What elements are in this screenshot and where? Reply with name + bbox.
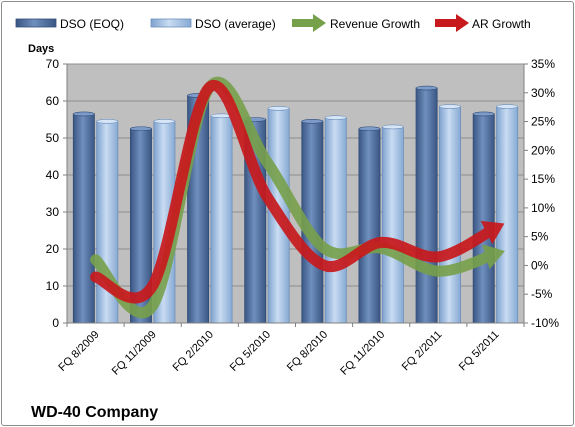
- bar-dso-average: [496, 104, 519, 324]
- x-tick-label: FQ 11/2009: [110, 329, 159, 378]
- x-tick-label: FQ 5/2010: [228, 329, 273, 374]
- bar-dso-eoq: [72, 111, 95, 324]
- legend-label-dso-eoq: DSO (EOQ): [60, 17, 124, 31]
- y-tick-label: 0: [52, 316, 59, 330]
- legend-arrow-ar-growth: [435, 14, 469, 32]
- y-tick-label: 70: [46, 57, 60, 71]
- legend-item-ar-growth: AR Growth: [435, 14, 531, 32]
- arrowhead-revenue-growth: [482, 244, 505, 270]
- x-axis-ticks: FQ 8/2009 FQ 11/2009 FQ 2/2010 FQ 5/2010 FQ …: [56, 323, 525, 378]
- x-tick-label: FQ 8/2010: [285, 329, 330, 374]
- y-axis-title: Days: [28, 43, 54, 55]
- line-revenue-growth: [90, 76, 505, 319]
- y-tick-label: 10: [46, 279, 60, 293]
- y2-tick-label: 25%: [531, 115, 555, 129]
- x-tick-label: FQ 8/2009: [56, 329, 101, 374]
- x-tick-label: FQ 5/2011: [457, 329, 502, 374]
- y-tick-label: 40: [46, 168, 60, 182]
- y2-tick-label: 30%: [531, 86, 555, 100]
- chart-title: WD-40 Company: [31, 404, 158, 421]
- bar-dso-average: [439, 104, 461, 324]
- y2-tick-label: -5%: [531, 287, 553, 301]
- bar-dso-eoq: [472, 111, 495, 324]
- y-tick-label: 60: [46, 94, 60, 108]
- growth-lines: [90, 76, 505, 319]
- y2-tick-label: 15%: [531, 172, 555, 186]
- legend-label-ar-growth: AR Growth: [472, 17, 531, 31]
- legend-item-revenue-growth: Revenue Growth: [292, 14, 420, 32]
- y-axis-ticks: 0 10 20 30 40 50 60 70: [46, 57, 67, 330]
- y2-tick-label: -10%: [531, 316, 559, 330]
- bar-dso-average: [210, 113, 233, 324]
- legend-swatch-dso-eoq: [15, 18, 57, 28]
- bar-dso-average: [381, 124, 404, 324]
- bar-dso-average: [324, 115, 347, 324]
- y2-tick-label: 10%: [531, 201, 555, 215]
- y2-tick-label: 35%: [531, 57, 555, 71]
- legend-arrow-revenue-growth: [292, 14, 326, 32]
- legend: DSO (EOQ) DSO (average) Revenue Growth A…: [15, 14, 531, 32]
- x-tick-label: FQ 11/2010: [338, 329, 387, 378]
- arrowhead-ar-growth: [480, 220, 505, 245]
- y2-tick-label: 20%: [531, 143, 555, 157]
- y-tick-label: 30: [46, 205, 60, 219]
- legend-label-dso-average: DSO (average): [195, 17, 276, 31]
- x-tick-label: FQ 2/2010: [171, 329, 216, 374]
- bar-dso-eoq: [358, 126, 381, 324]
- y-tick-label: 20: [46, 242, 60, 256]
- y-tick-label: 50: [46, 131, 60, 145]
- y2-tick-label: 0%: [531, 258, 549, 272]
- legend-swatch-dso-average: [150, 18, 192, 28]
- bar-dso-eoq: [415, 85, 438, 324]
- y2-tick-label: 5%: [531, 230, 549, 244]
- y2-axis-ticks: -10% -5% 0% 5% 10% 15% 20% 25% 30% 35%: [524, 57, 559, 330]
- legend-item-dso-average: DSO (average): [150, 17, 276, 31]
- legend-label-revenue-growth: Revenue Growth: [330, 17, 420, 31]
- line-ar-growth: [90, 79, 505, 304]
- legend-item-dso-eoq: DSO (EOQ): [15, 17, 124, 31]
- x-tick-label: FQ 2/2011: [400, 329, 445, 374]
